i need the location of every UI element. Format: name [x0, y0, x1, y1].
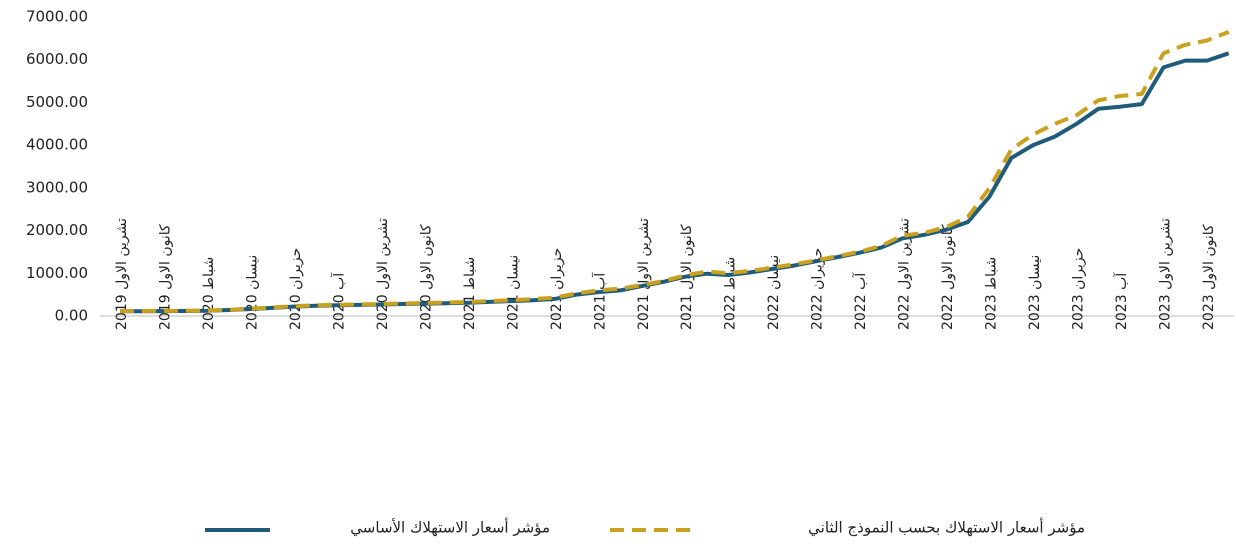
x-tick-label: شباط 2023	[984, 257, 1000, 330]
x-tick-label: تشرين الاول 2021	[636, 218, 652, 330]
x-tick-label: كانون الاول 2020	[418, 224, 434, 330]
x-tick-label: نيسان 2020	[244, 255, 260, 330]
series-line	[119, 51, 1230, 314]
x-tick-label: نيسان 2023	[1027, 255, 1043, 330]
x-tick-label: تشرين الاول 2023	[1158, 218, 1174, 330]
x-tick-label: نيسان 2021	[505, 255, 521, 330]
series-line	[119, 30, 1230, 314]
x-tick-label: نيسان 2022	[766, 255, 782, 330]
x-tick-label: شباط 2021	[462, 257, 478, 330]
legend-label: مؤشر أسعار الاستهلاك الأساسي	[350, 518, 550, 538]
y-tick-label: 3000.00	[26, 178, 88, 196]
x-tick-label: حزيران 2023	[1071, 248, 1087, 330]
legend-label: مؤشر أسعار الاستهلاك بحسب النموذج الثاني	[808, 518, 1085, 538]
y-tick-label: 6000.00	[26, 50, 88, 68]
x-tick-label: آب 2023	[1113, 272, 1130, 330]
y-tick-label: 2000.00	[26, 221, 88, 239]
x-tick-label: شباط 2020	[201, 257, 217, 330]
x-tick-label: حزيران 2021	[549, 248, 565, 330]
y-tick-label: 1000.00	[26, 264, 88, 282]
y-tick-label: 7000.00	[26, 8, 88, 26]
x-tick-label: آب 2022	[852, 272, 869, 330]
y-tick-label: 5000.00	[26, 93, 88, 111]
x-tick-label: حزيران 2022	[810, 248, 826, 330]
x-tick-label: تشرين الاول 2019	[114, 218, 130, 330]
x-tick-label: كانون الاول 2023	[1201, 224, 1217, 330]
y-tick-label: 0.00	[55, 307, 88, 325]
x-tick-label: حزيران 2020	[288, 248, 304, 330]
x-tick-label: تشرين الاول 2022	[897, 218, 913, 330]
x-tick-label: شباط 2022	[723, 257, 739, 330]
x-tick-label: كانون الاول 2019	[157, 224, 173, 330]
y-tick-label: 4000.00	[26, 136, 88, 154]
x-tick-label: آب 2020	[330, 272, 347, 330]
x-tick-label: كانون الاول 2022	[940, 224, 956, 330]
x-tick-label: آب 2021	[591, 272, 608, 330]
x-tick-label: تشرين الاول 2020	[375, 218, 391, 330]
